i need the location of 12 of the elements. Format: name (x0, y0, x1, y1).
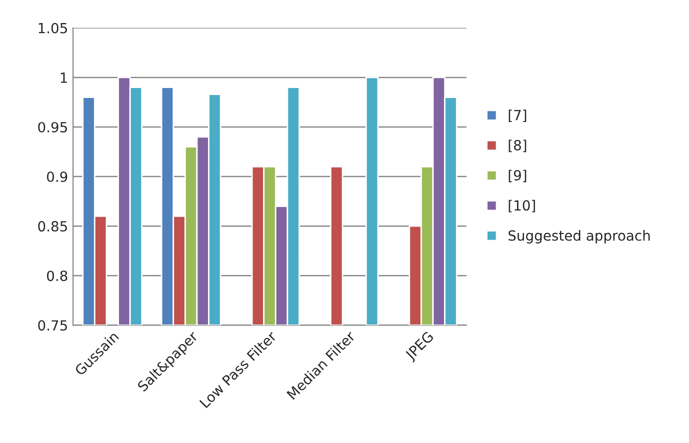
legend-label: [9] (508, 170, 526, 182)
legend-label: [7] (508, 110, 526, 122)
y-tick-label: 0.85 (38, 221, 67, 232)
legend-label: [8] (508, 140, 526, 152)
legend-label: Suggested approach (508, 230, 650, 244)
y-tick-label: 0.95 (38, 122, 67, 132)
y-tick-label: 0.9 (47, 172, 68, 182)
y-tick-label: 1 (60, 72, 67, 83)
y-tick-label: 1.05 (38, 22, 67, 34)
legend-label: [10] (508, 200, 535, 212)
y-tick-label: 0.75 (38, 320, 67, 331)
y-tick-label: 0.8 (47, 270, 68, 282)
